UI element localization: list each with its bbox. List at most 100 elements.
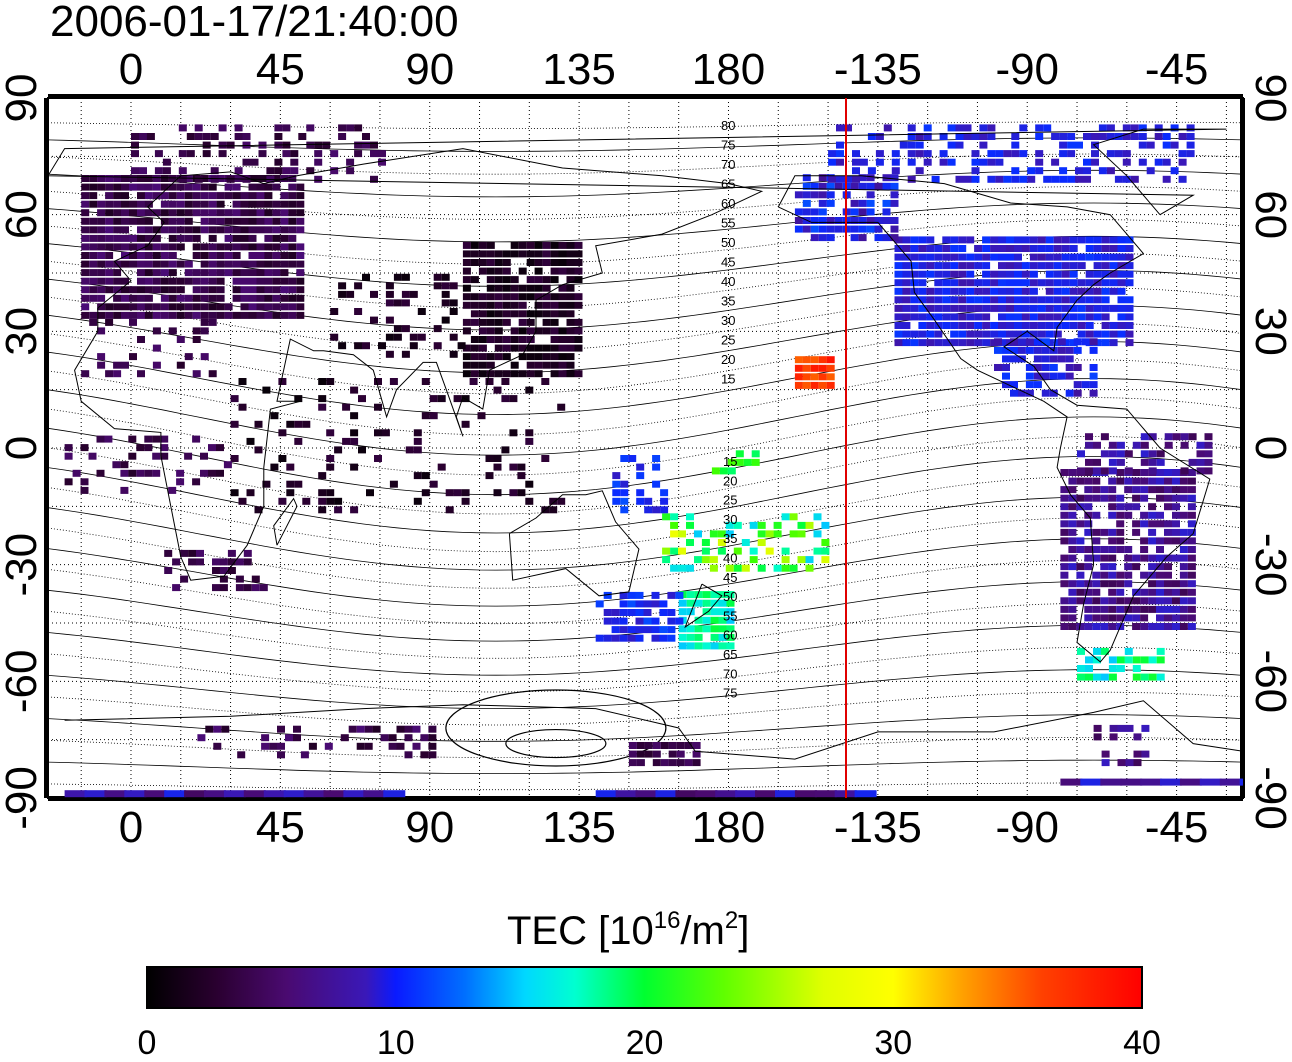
tec-cell [168,175,177,182]
tec-cell [958,330,967,338]
tec-cell [1006,304,1014,312]
tec-cell [667,634,676,642]
tec-cell [1117,245,1126,252]
tec-cell [208,311,217,319]
mag-contour [48,287,1243,352]
tec-cell [144,286,153,294]
tec-cell [1148,467,1157,475]
tec-cell [566,318,575,326]
tec-cell [907,124,916,132]
tec-cell [1077,330,1086,338]
tec-cell [1116,458,1125,466]
tec-cell [1061,304,1070,312]
tec-cell [208,370,217,378]
tec-cell [186,133,195,140]
tec-cell [378,150,386,158]
tec-cell [509,429,518,437]
tec-cell [990,236,999,244]
tec-cell [224,192,233,200]
tec-cell [1068,503,1077,511]
tec-cell [644,497,653,505]
tec-cell [643,617,652,625]
tec-cell [1124,563,1133,571]
contour-label: 15 [721,372,735,387]
tec-cell [417,333,426,341]
tec-cell [97,183,106,191]
tec-cell [974,279,983,287]
tec-cell [1053,287,1062,295]
tec-cell [1068,588,1077,596]
tec-cell [558,301,567,309]
tec-cell [810,364,819,372]
tec-cell [160,217,169,225]
tec-cell [462,259,471,266]
tec-cell [1117,236,1126,244]
tec-cell [192,183,201,191]
tec-cell [441,299,450,307]
tec-cell [286,480,295,488]
tec-cell [1164,528,1172,536]
tec-cell [923,150,932,158]
tec-cell [1085,467,1093,475]
tec-cell [485,455,494,462]
tec-cell [542,241,551,249]
tec-cell [362,342,370,350]
tec-cell [1068,554,1077,562]
tec-cell [1172,554,1180,562]
tec-cell [1085,253,1094,261]
tec-cell [1170,141,1179,149]
tec-cell [1100,546,1109,553]
tec-cell [939,150,948,158]
tec-cell [1059,150,1068,158]
tec-cell [256,200,265,208]
tec-cell [1179,546,1188,553]
tec-cell [200,318,209,326]
tec-cell [1045,245,1054,252]
tec-cell [272,234,281,242]
tec-cell [894,339,903,347]
tec-cell [950,313,959,321]
tec-cell [789,513,798,521]
tec-cell [1101,750,1110,758]
tec-cell [1100,597,1109,605]
tec-cell [137,192,145,200]
tec-cell [1156,597,1164,605]
tec-cell [1077,450,1085,458]
tec-cell [176,311,185,319]
tec-cell [1196,467,1205,475]
tec-cell [208,183,217,191]
tec-cell [502,293,511,301]
tec-cell [676,759,685,767]
tec-cell [280,269,289,277]
tec-cell [97,277,106,285]
tec-cell [542,250,551,258]
tec-cell [1060,623,1069,630]
tec-cell [998,322,1006,329]
tec-cell [334,506,343,514]
tec-cell [1083,158,1091,166]
tec-cell [907,175,916,183]
tec-cell [942,270,951,278]
tec-cell [160,444,169,452]
tec-cell [1100,433,1109,441]
tec-cell [717,539,726,546]
tec-cell [184,294,193,302]
tec-cell [1179,605,1188,613]
tec-cell [264,209,273,217]
tec-cell [1156,614,1164,622]
tec-cell [374,378,382,385]
tec-cell [485,472,494,480]
tec-cell [558,310,567,318]
tec-cell [1219,778,1242,786]
tec-cell [726,599,735,607]
tec-cell [81,286,90,294]
tec-cell [1138,133,1147,140]
tec-cell [97,260,106,268]
tec-cell [144,311,153,319]
tec-cell [518,353,527,361]
tec-cell [1125,236,1134,244]
tec-cell [652,480,661,488]
tec-cell [137,269,145,277]
tec-cell [1029,253,1038,261]
tec-cell [272,269,281,277]
